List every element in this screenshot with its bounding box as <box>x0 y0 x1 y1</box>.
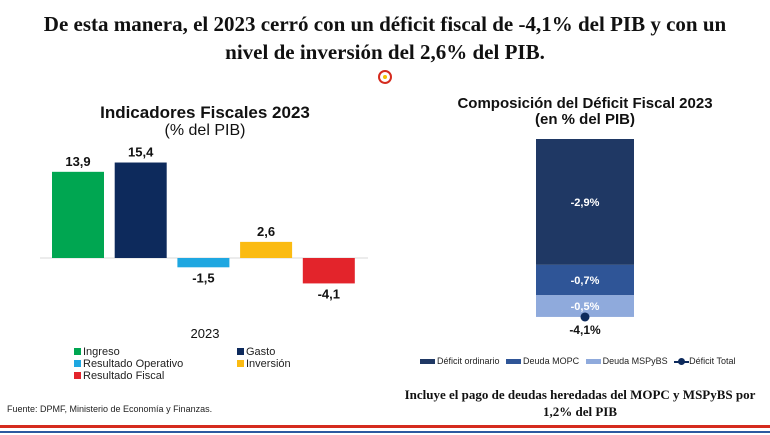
headline-line-2: nivel de inversión del 2,6% del PIB. <box>225 40 545 64</box>
stack-deuda-mspybs <box>536 295 634 317</box>
stack-label: -2,9% <box>571 197 600 209</box>
footnote-line-2: 1,2% del PIB <box>542 404 618 419</box>
legend-item-deuda-mspybs: Deuda MSPyBS <box>585 356 668 366</box>
legend-label: Resultado Fiscal <box>83 370 165 382</box>
legend-swatch <box>237 348 244 355</box>
bar-gasto <box>114 162 167 258</box>
data-label: -4,1 <box>318 286 340 301</box>
legend-swatch <box>237 360 244 367</box>
legend-label: Inversión <box>246 358 291 370</box>
legend-item-gasto: Gasto <box>237 346 275 358</box>
right-chart-title: Composición del Déficit Fiscal 2023 <box>457 95 713 112</box>
legend-swatch <box>74 372 81 379</box>
data-label: 15,4 <box>128 145 154 160</box>
bar-resultado-operativo <box>177 258 230 268</box>
red-stripe <box>0 425 770 428</box>
legend-item-deuda-mopc: Deuda MOPC <box>506 356 579 366</box>
blue-stripe <box>0 431 770 433</box>
legend-item-resultado-fiscal: Resultado Fiscal <box>74 370 164 382</box>
left-chart-subtitle: (% del PIB) <box>164 122 246 139</box>
legend-swatch <box>74 360 81 367</box>
data-label: 2,6 <box>257 224 275 239</box>
legend-swatch <box>74 348 81 355</box>
legend-label: Ingreso <box>83 346 120 358</box>
headline: De esta manera, el 2023 cerró con un déf… <box>0 10 770 66</box>
headline-line-1: De esta manera, el 2023 cerró con un déf… <box>43 12 727 36</box>
legend-item-deficit-ordinario: Déficit ordinario <box>420 356 500 366</box>
legend-item-inversion: Inversión <box>237 358 291 370</box>
bar-ingreso <box>52 171 104 258</box>
source-note: Fuente: DPMF, Ministerio de Economía y F… <box>7 404 213 414</box>
data-label: -1,5 <box>192 270 214 285</box>
stack-deuda-mopc <box>536 264 634 296</box>
paraguay-emblem-icon <box>378 70 392 84</box>
right-legend: Déficit ordinario Deuda MOPC Deuda MSPyB… <box>420 356 740 366</box>
stack-label: -0,5% <box>571 301 600 313</box>
footnote: Incluye el pago de deudas heredadas del … <box>390 386 770 420</box>
right-chart-subtitle: (en % del PIB) <box>534 111 635 128</box>
legend-label: Resultado Operativo <box>83 358 184 370</box>
total-label: -4,1% <box>569 323 601 337</box>
data-label: 13,9 <box>65 154 90 169</box>
bar-resultado-fiscal <box>302 258 355 284</box>
total-marker <box>580 312 590 322</box>
footnote-line-1: Incluye el pago de deudas heredadas del … <box>404 387 756 402</box>
stack-déficit-ordinario <box>536 139 634 265</box>
legend-label: Gasto <box>246 346 276 358</box>
stack-label: -0,7% <box>571 275 600 287</box>
legend-item-ingreso: Ingreso <box>74 346 120 358</box>
left-chart-xlabel: 2023 <box>190 326 220 341</box>
legend-item-deficit-total: Déficit Total <box>674 356 736 366</box>
bar-inversión <box>240 241 293 258</box>
left-chart-title: Indicadores Fiscales 2023 <box>100 103 310 122</box>
legend-item-resultado-operativo: Resultado Operativo <box>74 358 183 370</box>
